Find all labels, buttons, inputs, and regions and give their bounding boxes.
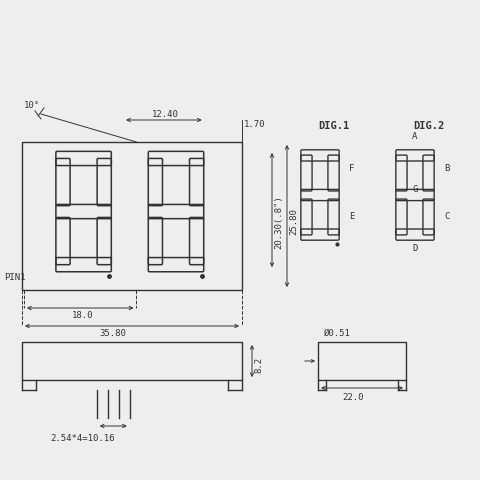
Bar (22, 342, 242, 380)
Bar (22, 142, 242, 290)
Text: E: E (349, 212, 355, 221)
Text: 12.40: 12.40 (152, 110, 179, 119)
Text: 18.0: 18.0 (72, 311, 94, 320)
Text: 25.80: 25.80 (289, 209, 298, 235)
Text: B: B (444, 164, 450, 173)
Text: C: C (444, 212, 450, 221)
Text: DIG.2: DIG.2 (413, 121, 444, 131)
Text: 8.2: 8.2 (254, 357, 263, 373)
Bar (318, 342, 406, 380)
Text: D: D (412, 244, 418, 253)
Text: 1.70: 1.70 (244, 120, 265, 129)
Text: A: A (412, 132, 418, 141)
Text: Ø0.51: Ø0.51 (324, 329, 351, 338)
Text: DIG.1: DIG.1 (318, 121, 349, 131)
Text: 35.80: 35.80 (99, 329, 126, 338)
Text: 2.54*4=10.16: 2.54*4=10.16 (50, 434, 115, 443)
Text: 22.0: 22.0 (343, 393, 364, 402)
Text: G: G (412, 185, 418, 194)
Text: F: F (349, 164, 355, 173)
Text: 20.30(.8"): 20.30(.8") (274, 195, 283, 249)
Text: 10°: 10° (24, 101, 40, 110)
Text: PIN1: PIN1 (4, 273, 25, 282)
